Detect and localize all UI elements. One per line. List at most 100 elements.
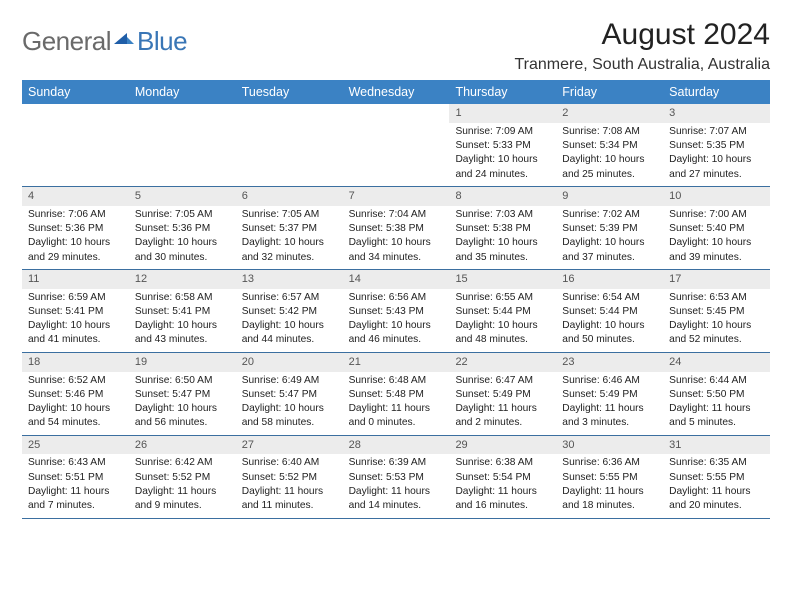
day-line-sunset: Sunset: 5:42 PM (242, 305, 337, 319)
day-line-sunrise: Sunrise: 6:59 AM (28, 291, 123, 305)
day-line-sunrise: Sunrise: 7:03 AM (455, 208, 550, 222)
day-line-day1: Daylight: 10 hours (349, 236, 444, 250)
day-cell: 11Sunrise: 6:59 AMSunset: 5:41 PMDayligh… (22, 270, 129, 352)
day-number (22, 104, 129, 123)
day-cell: 14Sunrise: 6:56 AMSunset: 5:43 PMDayligh… (343, 270, 450, 352)
day-number: 26 (129, 436, 236, 455)
day-details: Sunrise: 7:05 AMSunset: 5:36 PMDaylight:… (129, 206, 236, 269)
day-line-day1: Daylight: 10 hours (28, 402, 123, 416)
day-number: 9 (556, 187, 663, 206)
day-line-sunrise: Sunrise: 7:04 AM (349, 208, 444, 222)
day-line-day1: Daylight: 10 hours (242, 319, 337, 333)
day-line-day2: and 34 minutes. (349, 251, 444, 265)
day-details: Sunrise: 6:48 AMSunset: 5:48 PMDaylight:… (343, 372, 450, 435)
day-cell: 17Sunrise: 6:53 AMSunset: 5:45 PMDayligh… (663, 270, 770, 352)
day-line-day2: and 24 minutes. (455, 168, 550, 182)
day-line-sunset: Sunset: 5:37 PM (242, 222, 337, 236)
day-line-day2: and 25 minutes. (562, 168, 657, 182)
day-line-sunset: Sunset: 5:52 PM (135, 471, 230, 485)
day-line-day2: and 48 minutes. (455, 333, 550, 347)
day-cell (129, 104, 236, 186)
day-line-day2: and 20 minutes. (669, 499, 764, 513)
week-row: 18Sunrise: 6:52 AMSunset: 5:46 PMDayligh… (22, 353, 770, 436)
day-details: Sunrise: 7:00 AMSunset: 5:40 PMDaylight:… (663, 206, 770, 269)
day-line-sunrise: Sunrise: 7:05 AM (242, 208, 337, 222)
day-number: 16 (556, 270, 663, 289)
weekday-header: Sunday (22, 80, 129, 104)
day-line-sunset: Sunset: 5:45 PM (669, 305, 764, 319)
day-cell: 29Sunrise: 6:38 AMSunset: 5:54 PMDayligh… (449, 436, 556, 518)
day-line-sunset: Sunset: 5:44 PM (562, 305, 657, 319)
day-number: 11 (22, 270, 129, 289)
day-line-day2: and 11 minutes. (242, 499, 337, 513)
day-line-day2: and 52 minutes. (669, 333, 764, 347)
day-number: 3 (663, 104, 770, 123)
day-line-sunrise: Sunrise: 7:00 AM (669, 208, 764, 222)
day-line-sunrise: Sunrise: 7:07 AM (669, 125, 764, 139)
day-line-day2: and 30 minutes. (135, 251, 230, 265)
day-number: 25 (22, 436, 129, 455)
day-details: Sunrise: 6:40 AMSunset: 5:52 PMDaylight:… (236, 454, 343, 517)
day-line-day1: Daylight: 10 hours (349, 319, 444, 333)
day-line-day1: Daylight: 10 hours (669, 153, 764, 167)
day-number: 23 (556, 353, 663, 372)
day-line-day1: Daylight: 11 hours (242, 485, 337, 499)
day-line-sunset: Sunset: 5:54 PM (455, 471, 550, 485)
day-number: 21 (343, 353, 450, 372)
day-number: 15 (449, 270, 556, 289)
day-line-sunset: Sunset: 5:40 PM (669, 222, 764, 236)
day-line-sunrise: Sunrise: 6:46 AM (562, 374, 657, 388)
day-line-sunset: Sunset: 5:48 PM (349, 388, 444, 402)
day-line-day1: Daylight: 10 hours (455, 153, 550, 167)
day-line-sunrise: Sunrise: 6:56 AM (349, 291, 444, 305)
day-line-day1: Daylight: 11 hours (669, 402, 764, 416)
day-line-day1: Daylight: 10 hours (669, 236, 764, 250)
day-line-sunset: Sunset: 5:50 PM (669, 388, 764, 402)
day-details: Sunrise: 7:06 AMSunset: 5:36 PMDaylight:… (22, 206, 129, 269)
day-number: 17 (663, 270, 770, 289)
weekday-header: Tuesday (236, 80, 343, 104)
day-line-day1: Daylight: 11 hours (349, 402, 444, 416)
day-line-day1: Daylight: 10 hours (562, 153, 657, 167)
day-line-sunrise: Sunrise: 6:58 AM (135, 291, 230, 305)
day-number: 18 (22, 353, 129, 372)
day-line-sunset: Sunset: 5:34 PM (562, 139, 657, 153)
day-line-sunrise: Sunrise: 7:09 AM (455, 125, 550, 139)
day-line-day2: and 35 minutes. (455, 251, 550, 265)
day-details: Sunrise: 6:39 AMSunset: 5:53 PMDaylight:… (343, 454, 450, 517)
day-line-sunrise: Sunrise: 6:43 AM (28, 456, 123, 470)
day-cell: 16Sunrise: 6:54 AMSunset: 5:44 PMDayligh… (556, 270, 663, 352)
day-line-day1: Daylight: 11 hours (135, 485, 230, 499)
day-line-day2: and 56 minutes. (135, 416, 230, 430)
day-number: 10 (663, 187, 770, 206)
day-number: 19 (129, 353, 236, 372)
day-line-sunset: Sunset: 5:46 PM (28, 388, 123, 402)
day-cell: 28Sunrise: 6:39 AMSunset: 5:53 PMDayligh… (343, 436, 450, 518)
day-line-day1: Daylight: 10 hours (562, 236, 657, 250)
week-row: 11Sunrise: 6:59 AMSunset: 5:41 PMDayligh… (22, 270, 770, 353)
day-line-sunset: Sunset: 5:33 PM (455, 139, 550, 153)
day-number (343, 104, 450, 123)
day-number: 29 (449, 436, 556, 455)
day-line-day2: and 3 minutes. (562, 416, 657, 430)
day-line-sunset: Sunset: 5:49 PM (455, 388, 550, 402)
day-number: 1 (449, 104, 556, 123)
day-line-day1: Daylight: 10 hours (135, 402, 230, 416)
month-title: August 2024 (514, 18, 770, 52)
day-line-sunrise: Sunrise: 6:53 AM (669, 291, 764, 305)
day-details: Sunrise: 6:43 AMSunset: 5:51 PMDaylight:… (22, 454, 129, 517)
day-line-day2: and 29 minutes. (28, 251, 123, 265)
day-line-sunrise: Sunrise: 7:08 AM (562, 125, 657, 139)
day-line-sunset: Sunset: 5:36 PM (135, 222, 230, 236)
day-line-day2: and 37 minutes. (562, 251, 657, 265)
day-cell: 9Sunrise: 7:02 AMSunset: 5:39 PMDaylight… (556, 187, 663, 269)
day-details: Sunrise: 6:59 AMSunset: 5:41 PMDaylight:… (22, 289, 129, 352)
day-details: Sunrise: 6:50 AMSunset: 5:47 PMDaylight:… (129, 372, 236, 435)
day-number: 27 (236, 436, 343, 455)
day-cell: 24Sunrise: 6:44 AMSunset: 5:50 PMDayligh… (663, 353, 770, 435)
day-details: Sunrise: 6:55 AMSunset: 5:44 PMDaylight:… (449, 289, 556, 352)
day-line-day2: and 5 minutes. (669, 416, 764, 430)
day-details: Sunrise: 7:02 AMSunset: 5:39 PMDaylight:… (556, 206, 663, 269)
day-cell: 22Sunrise: 6:47 AMSunset: 5:49 PMDayligh… (449, 353, 556, 435)
day-cell: 30Sunrise: 6:36 AMSunset: 5:55 PMDayligh… (556, 436, 663, 518)
